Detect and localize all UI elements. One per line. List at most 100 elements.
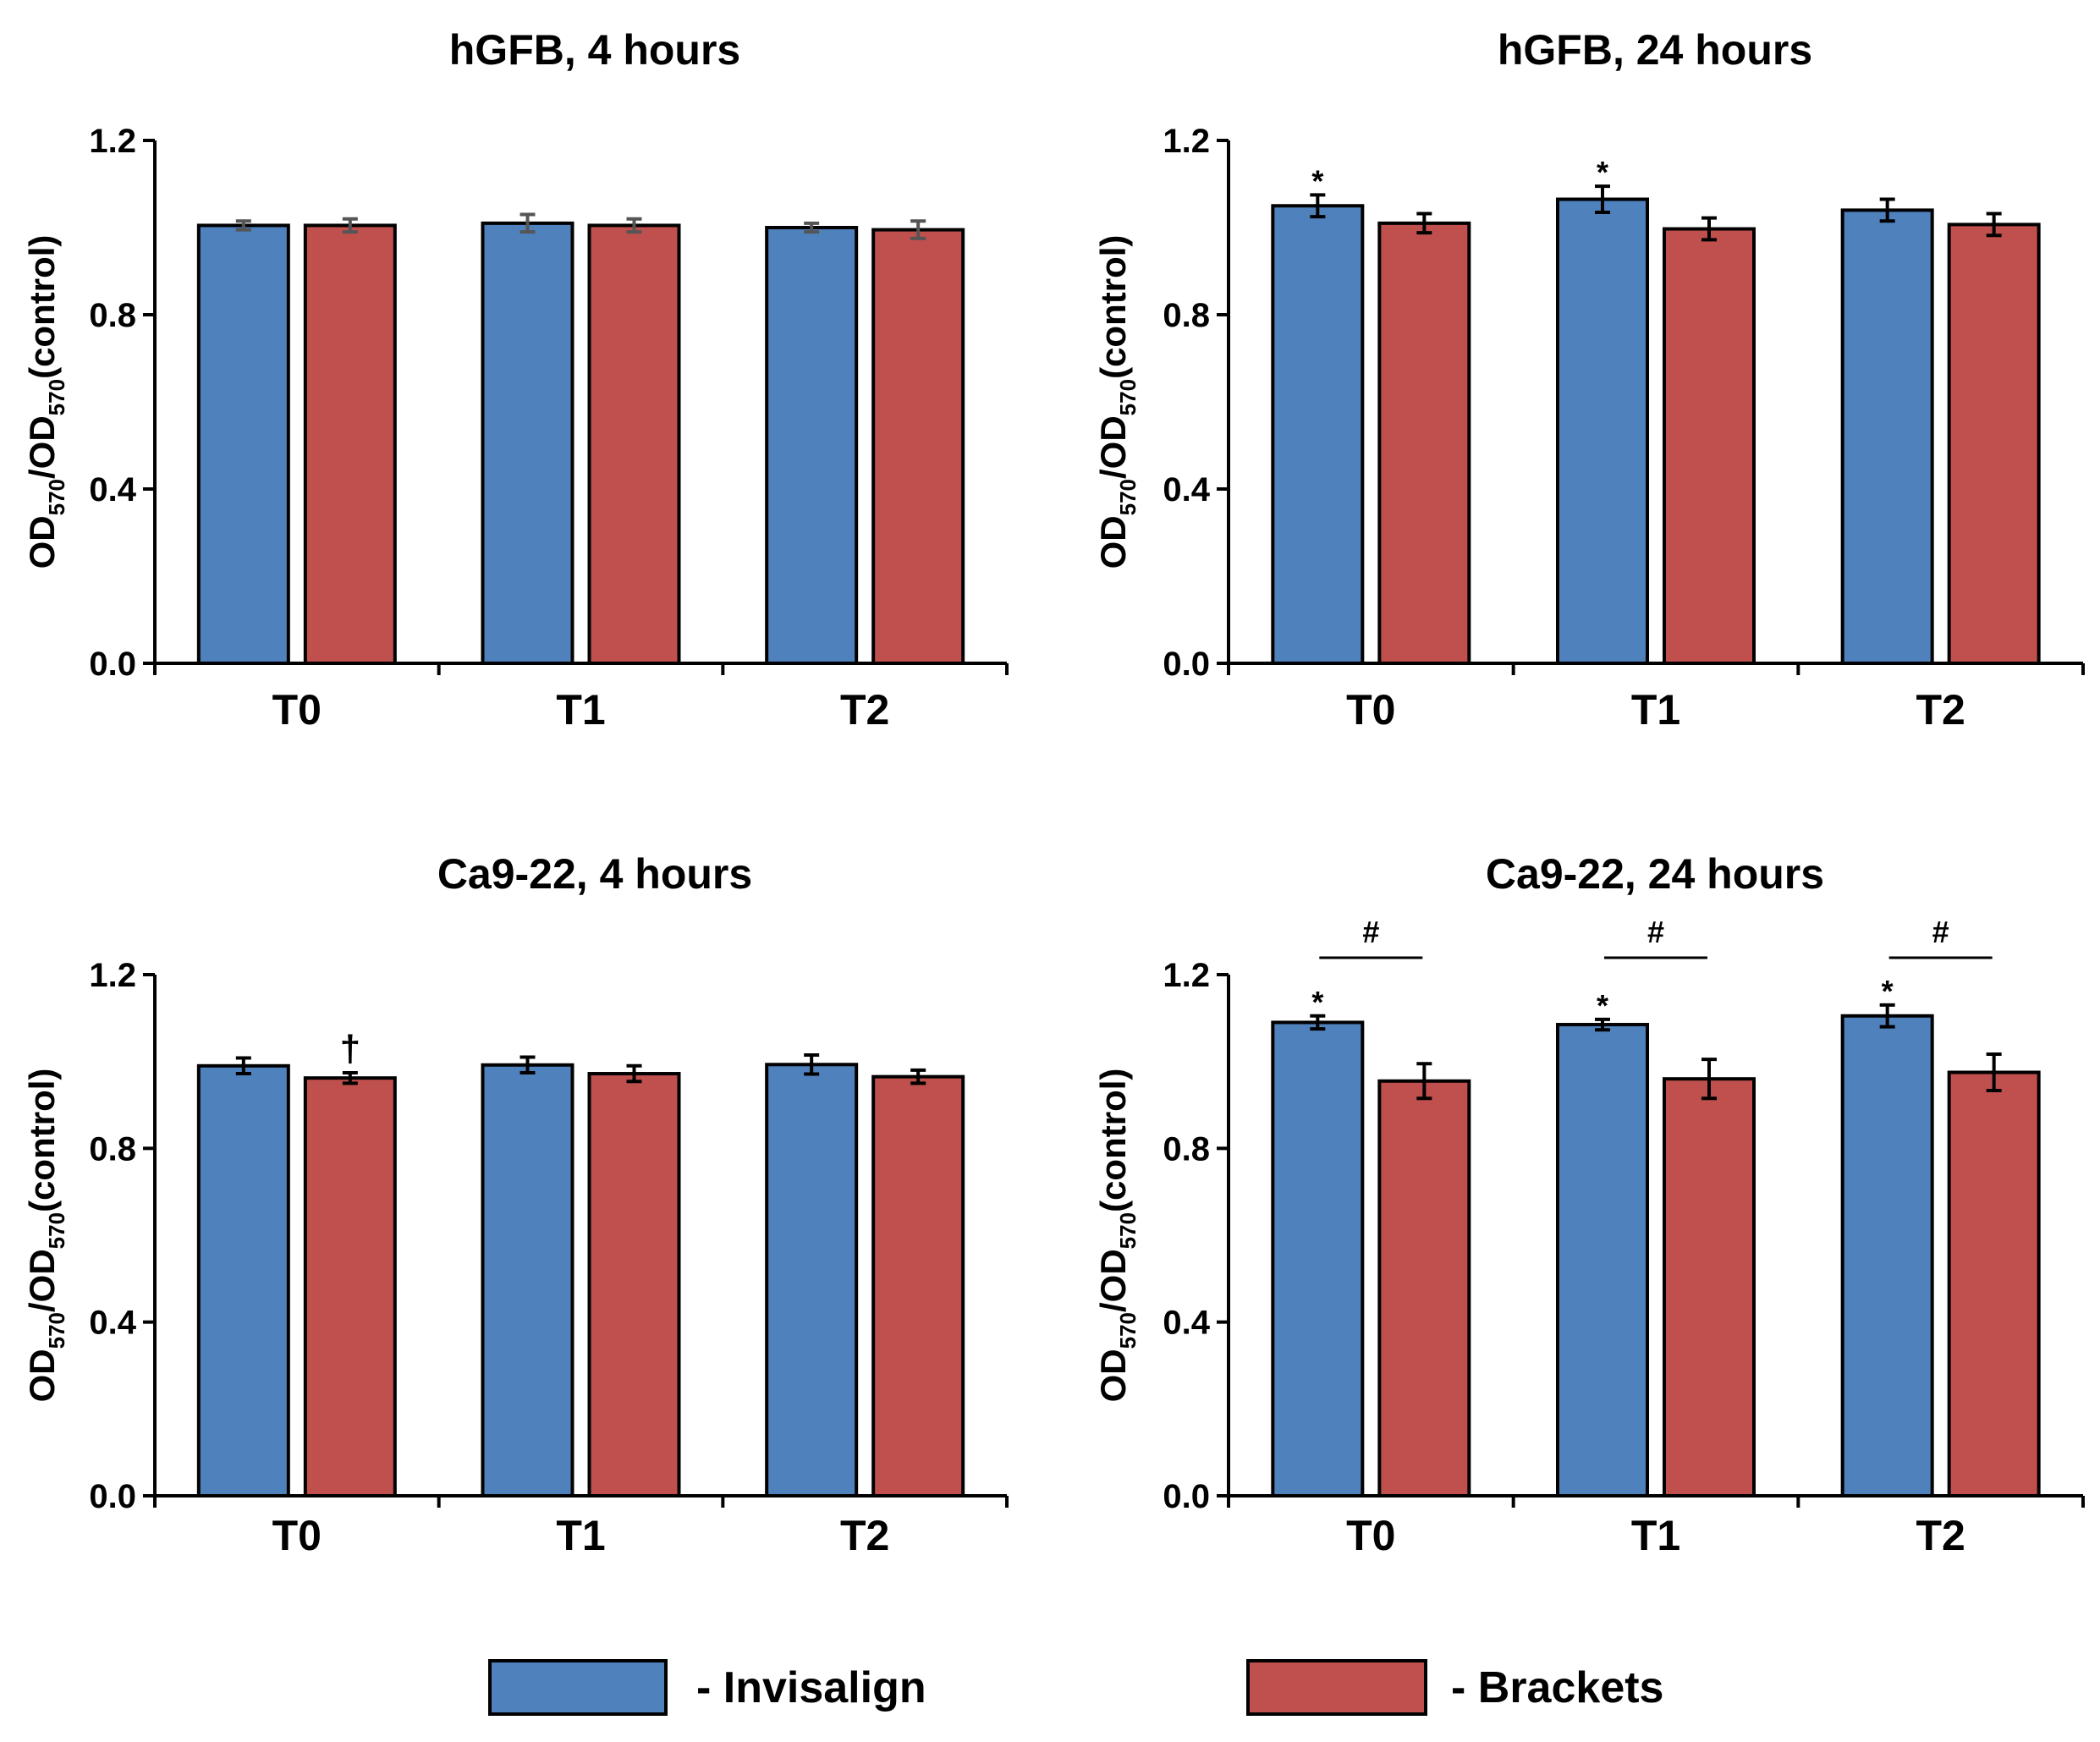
y-tick-label: 1.2 [1163, 123, 1210, 160]
significance-asterisk: * [1311, 163, 1323, 198]
chart-title: Ca9-22, 4 hours [437, 850, 752, 898]
hash-marker: # [1647, 915, 1664, 949]
y-label-part: /OD [1093, 415, 1133, 479]
y-axis-label: OD570/OD570(control) [1093, 1069, 1141, 1403]
y-label-subscript: 570 [44, 379, 69, 415]
legend-entry: - Invisalign [488, 1659, 926, 1716]
y-label-subscript: 570 [1115, 1212, 1141, 1249]
y-tick-label: 0.4 [1163, 471, 1210, 508]
legend-label: - Invisalign [696, 1663, 926, 1712]
y-tick-label: 0.8 [89, 297, 136, 334]
y-tick-label: 0.0 [1163, 646, 1210, 683]
significance-asterisk: * [1882, 974, 1894, 1008]
y-tick-label: 0.4 [89, 471, 136, 508]
bar [196, 1063, 290, 1498]
y-tick-label: 0.4 [89, 1305, 136, 1342]
chart-title: Ca9-22, 24 hours [1486, 850, 1824, 898]
y-tick-label: 1.2 [89, 123, 136, 160]
bar [765, 1063, 859, 1497]
bar [871, 228, 965, 665]
category-label: T0 [1346, 686, 1395, 734]
legend: - Invisalign - Brackets [488, 1659, 1663, 1716]
bar [871, 1074, 965, 1497]
bar [1947, 223, 2041, 665]
y-label-part: OD [22, 1349, 62, 1402]
y-label-part: (control) [22, 235, 62, 379]
y-label-part: /OD [22, 415, 62, 479]
bar [1947, 1070, 2041, 1497]
bar [481, 221, 574, 666]
significance-asterisk: * [1597, 988, 1608, 1023]
y-tick-label: 1.2 [89, 957, 136, 994]
bar [196, 223, 290, 665]
y-label-subscript: 570 [1115, 1312, 1141, 1349]
y-axis-label: OD570/OD570(control) [22, 1069, 69, 1403]
bar [1840, 1014, 1934, 1498]
category-label: T2 [1916, 686, 1965, 734]
y-tick-label: 1.2 [1163, 957, 1210, 994]
legend-swatch [488, 1659, 668, 1716]
bar [587, 1072, 681, 1498]
bar [1271, 1020, 1365, 1497]
bar [587, 223, 681, 665]
category-label: T0 [1346, 1512, 1395, 1559]
y-tick-label: 0.0 [89, 1478, 136, 1515]
category-label: T2 [840, 1512, 889, 1559]
y-label-part: /OD [22, 1249, 62, 1312]
chart-title: hGFB, 4 hours [449, 26, 740, 74]
y-label-part: (control) [1093, 1069, 1133, 1212]
category-label: T1 [556, 1512, 605, 1559]
y-axis-label: OD570/OD570(control) [22, 235, 69, 569]
bar [1663, 227, 1756, 666]
category-label: T1 [1631, 686, 1680, 734]
significance-asterisk: * [1597, 155, 1608, 190]
y-tick-label: 0.8 [89, 1130, 136, 1168]
y-label-part: (control) [1093, 235, 1133, 379]
significance-asterisk: * [1311, 985, 1323, 1019]
legend-swatch [1246, 1659, 1427, 1716]
legend-label: - Brackets [1451, 1663, 1663, 1712]
category-label: T1 [556, 686, 605, 734]
category-label: T0 [272, 1512, 322, 1559]
y-label-subscript: 570 [1115, 379, 1141, 415]
bar [1840, 208, 1934, 665]
bar [303, 223, 397, 665]
y-tick-label: 0.0 [89, 646, 136, 683]
y-tick-label: 0.4 [1163, 1305, 1210, 1342]
y-label-subscript: 570 [44, 479, 69, 515]
chart-title: hGFB, 24 hours [1498, 26, 1812, 74]
y-label-subscript: 570 [44, 1212, 69, 1249]
bar [481, 1063, 574, 1497]
bar [765, 226, 859, 665]
bar [1663, 1077, 1756, 1497]
bar [303, 1076, 397, 1497]
y-tick-label: 0.8 [1163, 297, 1210, 334]
y-label-part: (control) [22, 1069, 62, 1212]
dagger-marker: † [340, 1028, 360, 1069]
bar [1377, 1079, 1471, 1498]
category-label: T2 [1916, 1512, 1965, 1559]
bar [1556, 197, 1649, 665]
y-label-part: OD [1093, 515, 1133, 569]
bar [1377, 221, 1471, 666]
hash-marker: # [1932, 915, 1949, 949]
bar [1556, 1023, 1649, 1497]
y-tick-label: 0.8 [1163, 1130, 1210, 1168]
category-label: T1 [1631, 1512, 1680, 1559]
y-label-part: OD [1093, 1349, 1133, 1402]
legend-entry: - Brackets [1246, 1659, 1663, 1716]
chart-panel: Ca9-22, 24 hours T0 T1 T2 * * * # # #0.0 0.4 0.8 1.2… [1093, 850, 2085, 1559]
category-label: T2 [840, 686, 889, 734]
y-label-subscript: 570 [1115, 479, 1141, 515]
y-label-subscript: 570 [44, 1312, 69, 1349]
y-label-part: OD [22, 515, 62, 569]
hash-marker: # [1362, 915, 1379, 949]
y-tick-label: 0.0 [1163, 1478, 1210, 1515]
bar [1271, 204, 1365, 665]
category-label: T0 [272, 686, 322, 734]
